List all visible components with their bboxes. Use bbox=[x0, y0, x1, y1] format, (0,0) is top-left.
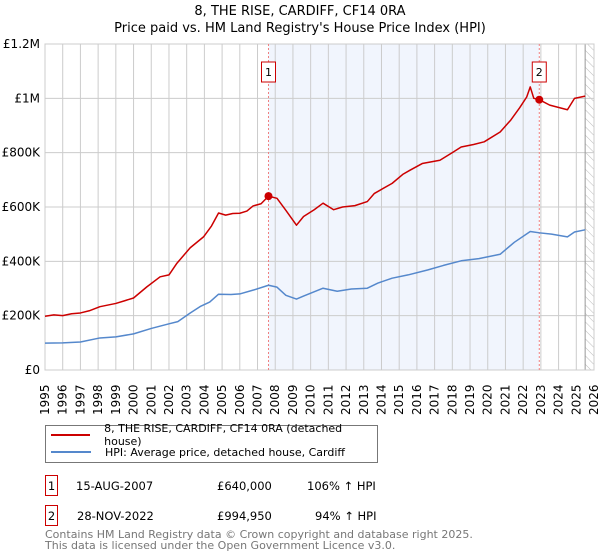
chart-subtitle: Price paid vs. HM Land Registry's House … bbox=[114, 21, 486, 36]
legend-label: HPI: Average price, detached house, Card… bbox=[105, 445, 345, 459]
x-tick-label: 2022 bbox=[516, 384, 530, 415]
x-tick-label: 2012 bbox=[339, 384, 353, 415]
x-tick-label: 2019 bbox=[463, 384, 477, 415]
legend-item-property: 8, THE RISE, CARDIFF, CF14 0RA (detached… bbox=[51, 422, 377, 448]
sale-badge: 1 bbox=[45, 475, 58, 496]
chart-title: 8, THE RISE, CARDIFF, CF14 0RA bbox=[194, 4, 406, 19]
x-tick-label: 2024 bbox=[552, 384, 566, 415]
legend-swatch-blue bbox=[51, 451, 91, 453]
x-tick-label: 1995 bbox=[38, 384, 52, 415]
sale-hpi: 94% ↑ HPI bbox=[315, 509, 377, 523]
y-tick-label: £800K bbox=[2, 146, 42, 160]
sale-price: £640,000 bbox=[217, 479, 272, 493]
sale-hpi: 106% ↑ HPI bbox=[307, 479, 376, 493]
x-tick-label: 2004 bbox=[197, 384, 211, 415]
sale-label: 1 bbox=[265, 66, 272, 79]
x-tick-label: 2010 bbox=[304, 384, 318, 415]
y-tick-label: £1M bbox=[14, 91, 40, 105]
x-tick-label: 2006 bbox=[233, 384, 247, 415]
x-tick-label: 2026 bbox=[587, 384, 600, 415]
x-tick-label: 2002 bbox=[162, 384, 176, 415]
y-tick-label: £200K bbox=[2, 309, 42, 323]
sale-price: £994,950 bbox=[217, 509, 272, 523]
y-tick-label: £1.2M bbox=[3, 37, 40, 51]
footer: Contains HM Land Registry data © Crown c… bbox=[45, 529, 473, 551]
x-tick-label: 2007 bbox=[251, 384, 265, 415]
x-tick-label: 2015 bbox=[392, 384, 406, 415]
x-tick-label: 1999 bbox=[109, 384, 123, 415]
plot-border bbox=[44, 43, 595, 371]
x-tick-label: 1996 bbox=[56, 384, 70, 415]
footer-line-2: This data is licensed under the Open Gov… bbox=[45, 539, 396, 552]
x-tick-label: 1998 bbox=[91, 384, 105, 415]
series-line-hpi bbox=[44, 229, 586, 344]
x-tick-label: 2014 bbox=[374, 384, 388, 415]
legend: 8, THE RISE, CARDIFF, CF14 0RA (detached… bbox=[45, 422, 378, 463]
x-tick-label: 2020 bbox=[481, 384, 495, 415]
sale-date: 28-NOV-2022 bbox=[77, 509, 154, 523]
sale-label-box bbox=[531, 61, 547, 83]
y-tick-label: £400K bbox=[2, 254, 42, 268]
footer-line-1: Contains HM Land Registry data © Crown c… bbox=[45, 528, 473, 541]
x-tick-label: 2018 bbox=[445, 384, 459, 415]
y-tick-label: £0 bbox=[25, 363, 40, 377]
series-line-property bbox=[44, 86, 586, 317]
sale-point bbox=[264, 192, 273, 201]
x-tick-label: 1997 bbox=[73, 384, 87, 415]
x-tick-label: 2025 bbox=[569, 384, 583, 415]
x-tick-label: 2023 bbox=[534, 384, 548, 415]
sale-label: 2 bbox=[536, 66, 543, 79]
sale-date: 15-AUG-2007 bbox=[76, 479, 154, 493]
x-tick-label: 2008 bbox=[268, 384, 282, 415]
sale-label-box bbox=[260, 61, 276, 83]
sale-point bbox=[535, 95, 544, 104]
y-tick-label: £600K bbox=[2, 200, 42, 214]
x-tick-label: 2013 bbox=[357, 384, 371, 415]
x-tick-label: 2003 bbox=[180, 384, 194, 415]
x-tick-label: 2017 bbox=[428, 384, 442, 415]
x-tick-label: 2009 bbox=[286, 384, 300, 415]
sale-badge: 2 bbox=[45, 505, 58, 526]
x-tick-label: 2005 bbox=[215, 384, 229, 415]
x-tick-label: 2021 bbox=[498, 384, 512, 415]
legend-swatch-red bbox=[51, 434, 91, 436]
x-tick-label: 2011 bbox=[321, 384, 335, 415]
price-chart: 1995 1996 1997 1998 1999 2000 2001 2002 2003 2004… bbox=[2, 37, 600, 415]
legend-label: 8, THE RISE, CARDIFF, CF14 0RA (detached… bbox=[104, 422, 343, 448]
x-tick-label: 2016 bbox=[410, 384, 424, 415]
x-tick-label: 2000 bbox=[127, 384, 141, 415]
x-tick-label: 2001 bbox=[144, 384, 158, 415]
legend-item-hpi: HPI: Average price, detached house, Card… bbox=[51, 444, 345, 460]
